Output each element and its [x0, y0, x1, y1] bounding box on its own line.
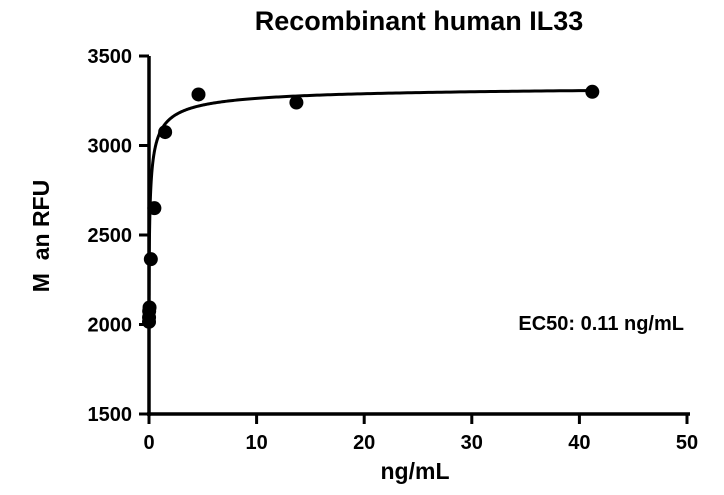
y-tick-label: 2000 [88, 315, 133, 337]
x-tick-label: 40 [568, 432, 590, 454]
y-tick-label: 1500 [88, 404, 133, 426]
y-tick-label: 3000 [88, 136, 133, 158]
y-ticks: 1500 2000 2500 3000 3500 [88, 46, 149, 426]
axes [147, 56, 690, 416]
data-point [191, 87, 206, 102]
data-point [147, 201, 162, 216]
y-axis-label: M an RFU [28, 180, 54, 292]
x-tick-label: 0 [143, 432, 154, 454]
x-ticks: 0 10 20 30 40 50 [143, 414, 698, 454]
ec50-annotation: EC50: 0.11 ng/mL [518, 313, 684, 335]
x-tick-label: 30 [461, 432, 483, 454]
data-point [585, 84, 600, 99]
x-axis-label: ng/mL [381, 458, 450, 484]
y-tick-label: 2500 [88, 225, 133, 247]
x-tick-label: 10 [245, 432, 267, 454]
y-tick-label: 3500 [88, 46, 133, 68]
x-tick-label: 20 [353, 432, 375, 454]
data-point [142, 300, 157, 315]
data-point [289, 95, 304, 110]
x-tick-label: 50 [676, 432, 698, 454]
fit-curve [147, 89, 593, 296]
chart-title: Recombinant human IL33 [255, 6, 584, 36]
data-point [143, 252, 158, 267]
data-points [142, 84, 600, 329]
data-point [158, 125, 173, 140]
